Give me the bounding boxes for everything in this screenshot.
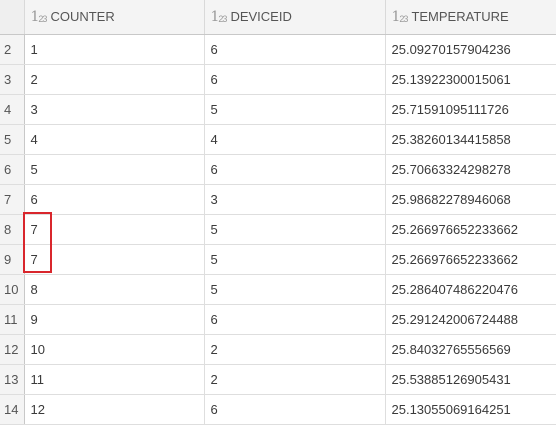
- table-row[interactable]: 8 7 5 25.266976652233662: [0, 214, 556, 245]
- cell-deviceid[interactable]: 6: [204, 304, 386, 335]
- row-number[interactable]: 9: [0, 244, 25, 275]
- numeric-type-icon: 123: [30, 9, 48, 25]
- cell-temperature[interactable]: 25.09270157904236: [385, 34, 556, 65]
- row-number[interactable]: 4: [0, 94, 25, 125]
- cell-deviceid[interactable]: 5: [204, 274, 386, 305]
- numeric-type-icon: 123: [210, 9, 228, 25]
- row-number[interactable]: 3: [0, 64, 25, 95]
- cell-counter[interactable]: 7: [24, 214, 205, 245]
- cell-temperature[interactable]: 25.266976652233662: [385, 214, 556, 245]
- cell-deviceid[interactable]: 6: [204, 34, 386, 65]
- cell-temperature[interactable]: 25.291242006724488: [385, 304, 556, 335]
- column-header-temperature[interactable]: 123 TEMPERATURE: [385, 0, 556, 35]
- cell-deviceid[interactable]: 2: [204, 334, 386, 365]
- table-row[interactable]: 9 7 5 25.266976652233662: [0, 244, 556, 275]
- cell-temperature[interactable]: 25.13922300015061: [385, 64, 556, 95]
- column-header-label: DEVICEID: [230, 9, 292, 24]
- row-number[interactable]: 10: [0, 274, 25, 305]
- cell-temperature[interactable]: 25.13055069164251: [385, 394, 556, 425]
- table-row[interactable]: 13 11 2 25.53885126905431: [0, 364, 556, 395]
- table-row[interactable]: 3 2 6 25.13922300015061: [0, 64, 556, 95]
- row-number[interactable]: 14: [0, 394, 25, 425]
- table-row[interactable]: 4 3 5 25.71591095111726: [0, 94, 556, 125]
- cell-deviceid[interactable]: 6: [204, 154, 386, 185]
- row-number[interactable]: 7: [0, 184, 25, 215]
- column-header-label: COUNTER: [50, 9, 115, 24]
- cell-temperature[interactable]: 25.286407486220476: [385, 274, 556, 305]
- cell-counter[interactable]: 9: [24, 304, 205, 335]
- cell-temperature[interactable]: 25.38260134415858: [385, 124, 556, 155]
- cell-counter[interactable]: 4: [24, 124, 205, 155]
- column-header-counter[interactable]: 123 COUNTER: [24, 0, 205, 35]
- cell-deviceid[interactable]: 6: [204, 64, 386, 95]
- cell-counter[interactable]: 3: [24, 94, 205, 125]
- row-number[interactable]: 5: [0, 124, 25, 155]
- table-row[interactable]: 12 10 2 25.84032765556569: [0, 334, 556, 365]
- table-row[interactable]: 10 8 5 25.286407486220476: [0, 274, 556, 305]
- cell-counter[interactable]: 5: [24, 154, 205, 185]
- row-number[interactable]: 11: [0, 304, 25, 335]
- cell-counter[interactable]: 10: [24, 334, 205, 365]
- cell-deviceid[interactable]: 3: [204, 184, 386, 215]
- cell-counter[interactable]: 12: [24, 394, 205, 425]
- table-row[interactable]: 14 12 6 25.13055069164251: [0, 394, 556, 425]
- cell-deviceid[interactable]: 5: [204, 214, 386, 245]
- table-row[interactable]: 5 4 4 25.38260134415858: [0, 124, 556, 155]
- cell-counter[interactable]: 6: [24, 184, 205, 215]
- row-number[interactable]: 6: [0, 154, 25, 185]
- numeric-type-icon: 123: [391, 9, 409, 25]
- row-number[interactable]: 2: [0, 34, 25, 65]
- cell-deviceid[interactable]: 5: [204, 94, 386, 125]
- cell-temperature[interactable]: 25.98682278946068: [385, 184, 556, 215]
- cell-deviceid[interactable]: 4: [204, 124, 386, 155]
- cell-deviceid[interactable]: 6: [204, 394, 386, 425]
- cell-counter[interactable]: 8: [24, 274, 205, 305]
- cell-temperature[interactable]: 25.266976652233662: [385, 244, 556, 275]
- column-header-deviceid[interactable]: 123 DEVICEID: [204, 0, 386, 35]
- cell-counter[interactable]: 11: [24, 364, 205, 395]
- table-row[interactable]: 2 1 6 25.09270157904236: [0, 34, 556, 65]
- cell-counter[interactable]: 2: [24, 64, 205, 95]
- cell-counter[interactable]: 1: [24, 34, 205, 65]
- cell-deviceid[interactable]: 5: [204, 244, 386, 275]
- table-row[interactable]: 11 9 6 25.291242006724488: [0, 304, 556, 335]
- cell-temperature[interactable]: 25.53885126905431: [385, 364, 556, 395]
- cell-temperature[interactable]: 25.70663324298278: [385, 154, 556, 185]
- table-row[interactable]: 6 5 6 25.70663324298278: [0, 154, 556, 185]
- cell-deviceid[interactable]: 2: [204, 364, 386, 395]
- cell-temperature[interactable]: 25.84032765556569: [385, 334, 556, 365]
- column-header-label: TEMPERATURE: [411, 9, 509, 24]
- row-number[interactable]: 13: [0, 364, 25, 395]
- corner-cell[interactable]: [0, 0, 25, 35]
- row-number[interactable]: 8: [0, 214, 25, 245]
- cell-temperature[interactable]: 25.71591095111726: [385, 94, 556, 125]
- header-row: 123 COUNTER 123 DEVICEID 123 TEMPERATURE: [0, 0, 556, 35]
- cell-counter[interactable]: 7: [24, 244, 205, 275]
- table-row[interactable]: 7 6 3 25.98682278946068: [0, 184, 556, 215]
- row-number[interactable]: 12: [0, 334, 25, 365]
